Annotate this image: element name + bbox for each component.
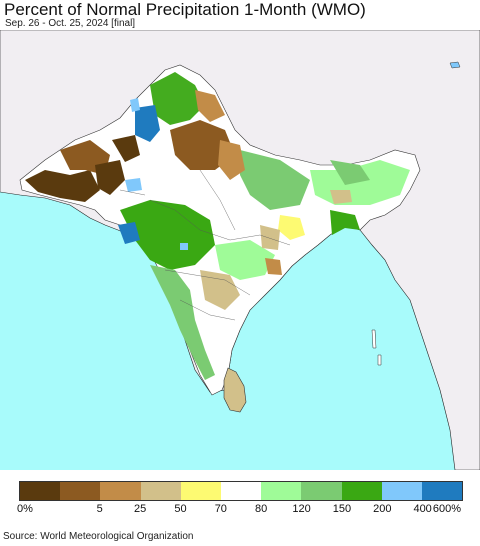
legend-label: 600% — [432, 503, 462, 515]
legend-label: 50 — [174, 503, 187, 515]
internal-boundaries — [119, 169, 291, 321]
legend-swatch — [421, 482, 463, 500]
sri-lanka — [223, 367, 247, 413]
legend-swatch — [301, 482, 342, 500]
legend-swatch — [20, 482, 61, 500]
source-note: Source: World Meteorological Organizatio… — [3, 531, 194, 542]
legend-label: 0% — [17, 503, 33, 515]
zone-much-above-normal — [135, 105, 160, 142]
legend-label: 150 — [332, 503, 352, 515]
legend-label: 200 — [373, 503, 392, 515]
page-title: Percent of Normal Precipitation 1-Month … — [4, 0, 366, 19]
legend-label: 5 — [96, 503, 103, 515]
legend-swatch — [381, 482, 422, 500]
small-island-icon — [449, 61, 461, 69]
legend-swatch — [180, 482, 221, 500]
andaman-islands — [371, 329, 382, 366]
legend-label: 120 — [292, 503, 311, 515]
legend-swatch — [100, 482, 141, 500]
legend-label: 70 — [214, 503, 227, 515]
legend-label: 400 — [413, 503, 432, 515]
legend-swatch — [341, 482, 382, 500]
legend-label: 25 — [133, 503, 147, 515]
legend-swatch — [60, 482, 101, 500]
precipitation-map — [0, 30, 480, 470]
legend-swatch — [220, 482, 262, 500]
zone-above-normal — [150, 72, 205, 125]
date-range-subtitle: Sep. 26 - Oct. 25, 2024 [final] — [5, 18, 136, 29]
legend-label: 80 — [255, 503, 268, 515]
legend-colorbar — [19, 481, 463, 501]
legend-swatch — [140, 482, 181, 500]
legend-labels: 0% 5 25 50 70 80 120 150 200 400 600% — [0, 503, 480, 517]
zone-below-normal — [25, 170, 100, 202]
legend-swatch — [261, 482, 302, 500]
